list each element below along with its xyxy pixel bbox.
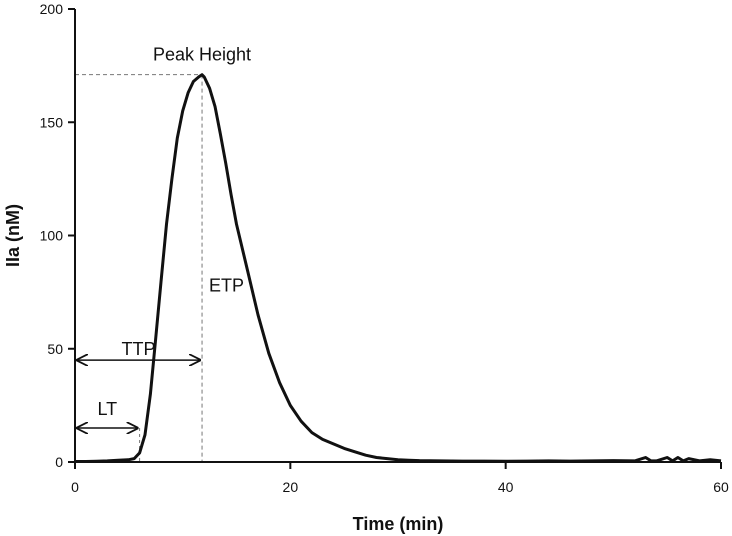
y-tick-label: 100 xyxy=(40,228,64,244)
ttp-label: TTP xyxy=(122,339,156,359)
axes xyxy=(74,9,721,463)
x-tick-label: 0 xyxy=(71,479,79,495)
series-group xyxy=(75,73,722,463)
y-tick-label: 0 xyxy=(55,454,63,470)
x-tick-label: 40 xyxy=(498,479,514,495)
etp-label: ETP xyxy=(209,275,244,295)
x-tick-label: 60 xyxy=(713,479,729,495)
y-tick-label: 200 xyxy=(40,1,64,17)
x-ticks: 0 20 40 60 xyxy=(71,462,729,495)
x-axis-title: Time (min) xyxy=(353,514,444,534)
x-tick-label: 20 xyxy=(283,479,299,495)
lt-label: LT xyxy=(97,399,117,419)
y-tick-label: 50 xyxy=(47,341,63,357)
guide-lines xyxy=(75,74,203,462)
peak-height-label: Peak Height xyxy=(153,45,251,65)
y-tick-label: 150 xyxy=(40,114,64,130)
y-ticks: 0 50 100 150 200 xyxy=(40,1,75,470)
y-axis-title: IIa (nM) xyxy=(3,204,23,267)
annotations: Peak Height ETP TTP LT xyxy=(76,45,251,428)
series-line xyxy=(75,73,722,463)
